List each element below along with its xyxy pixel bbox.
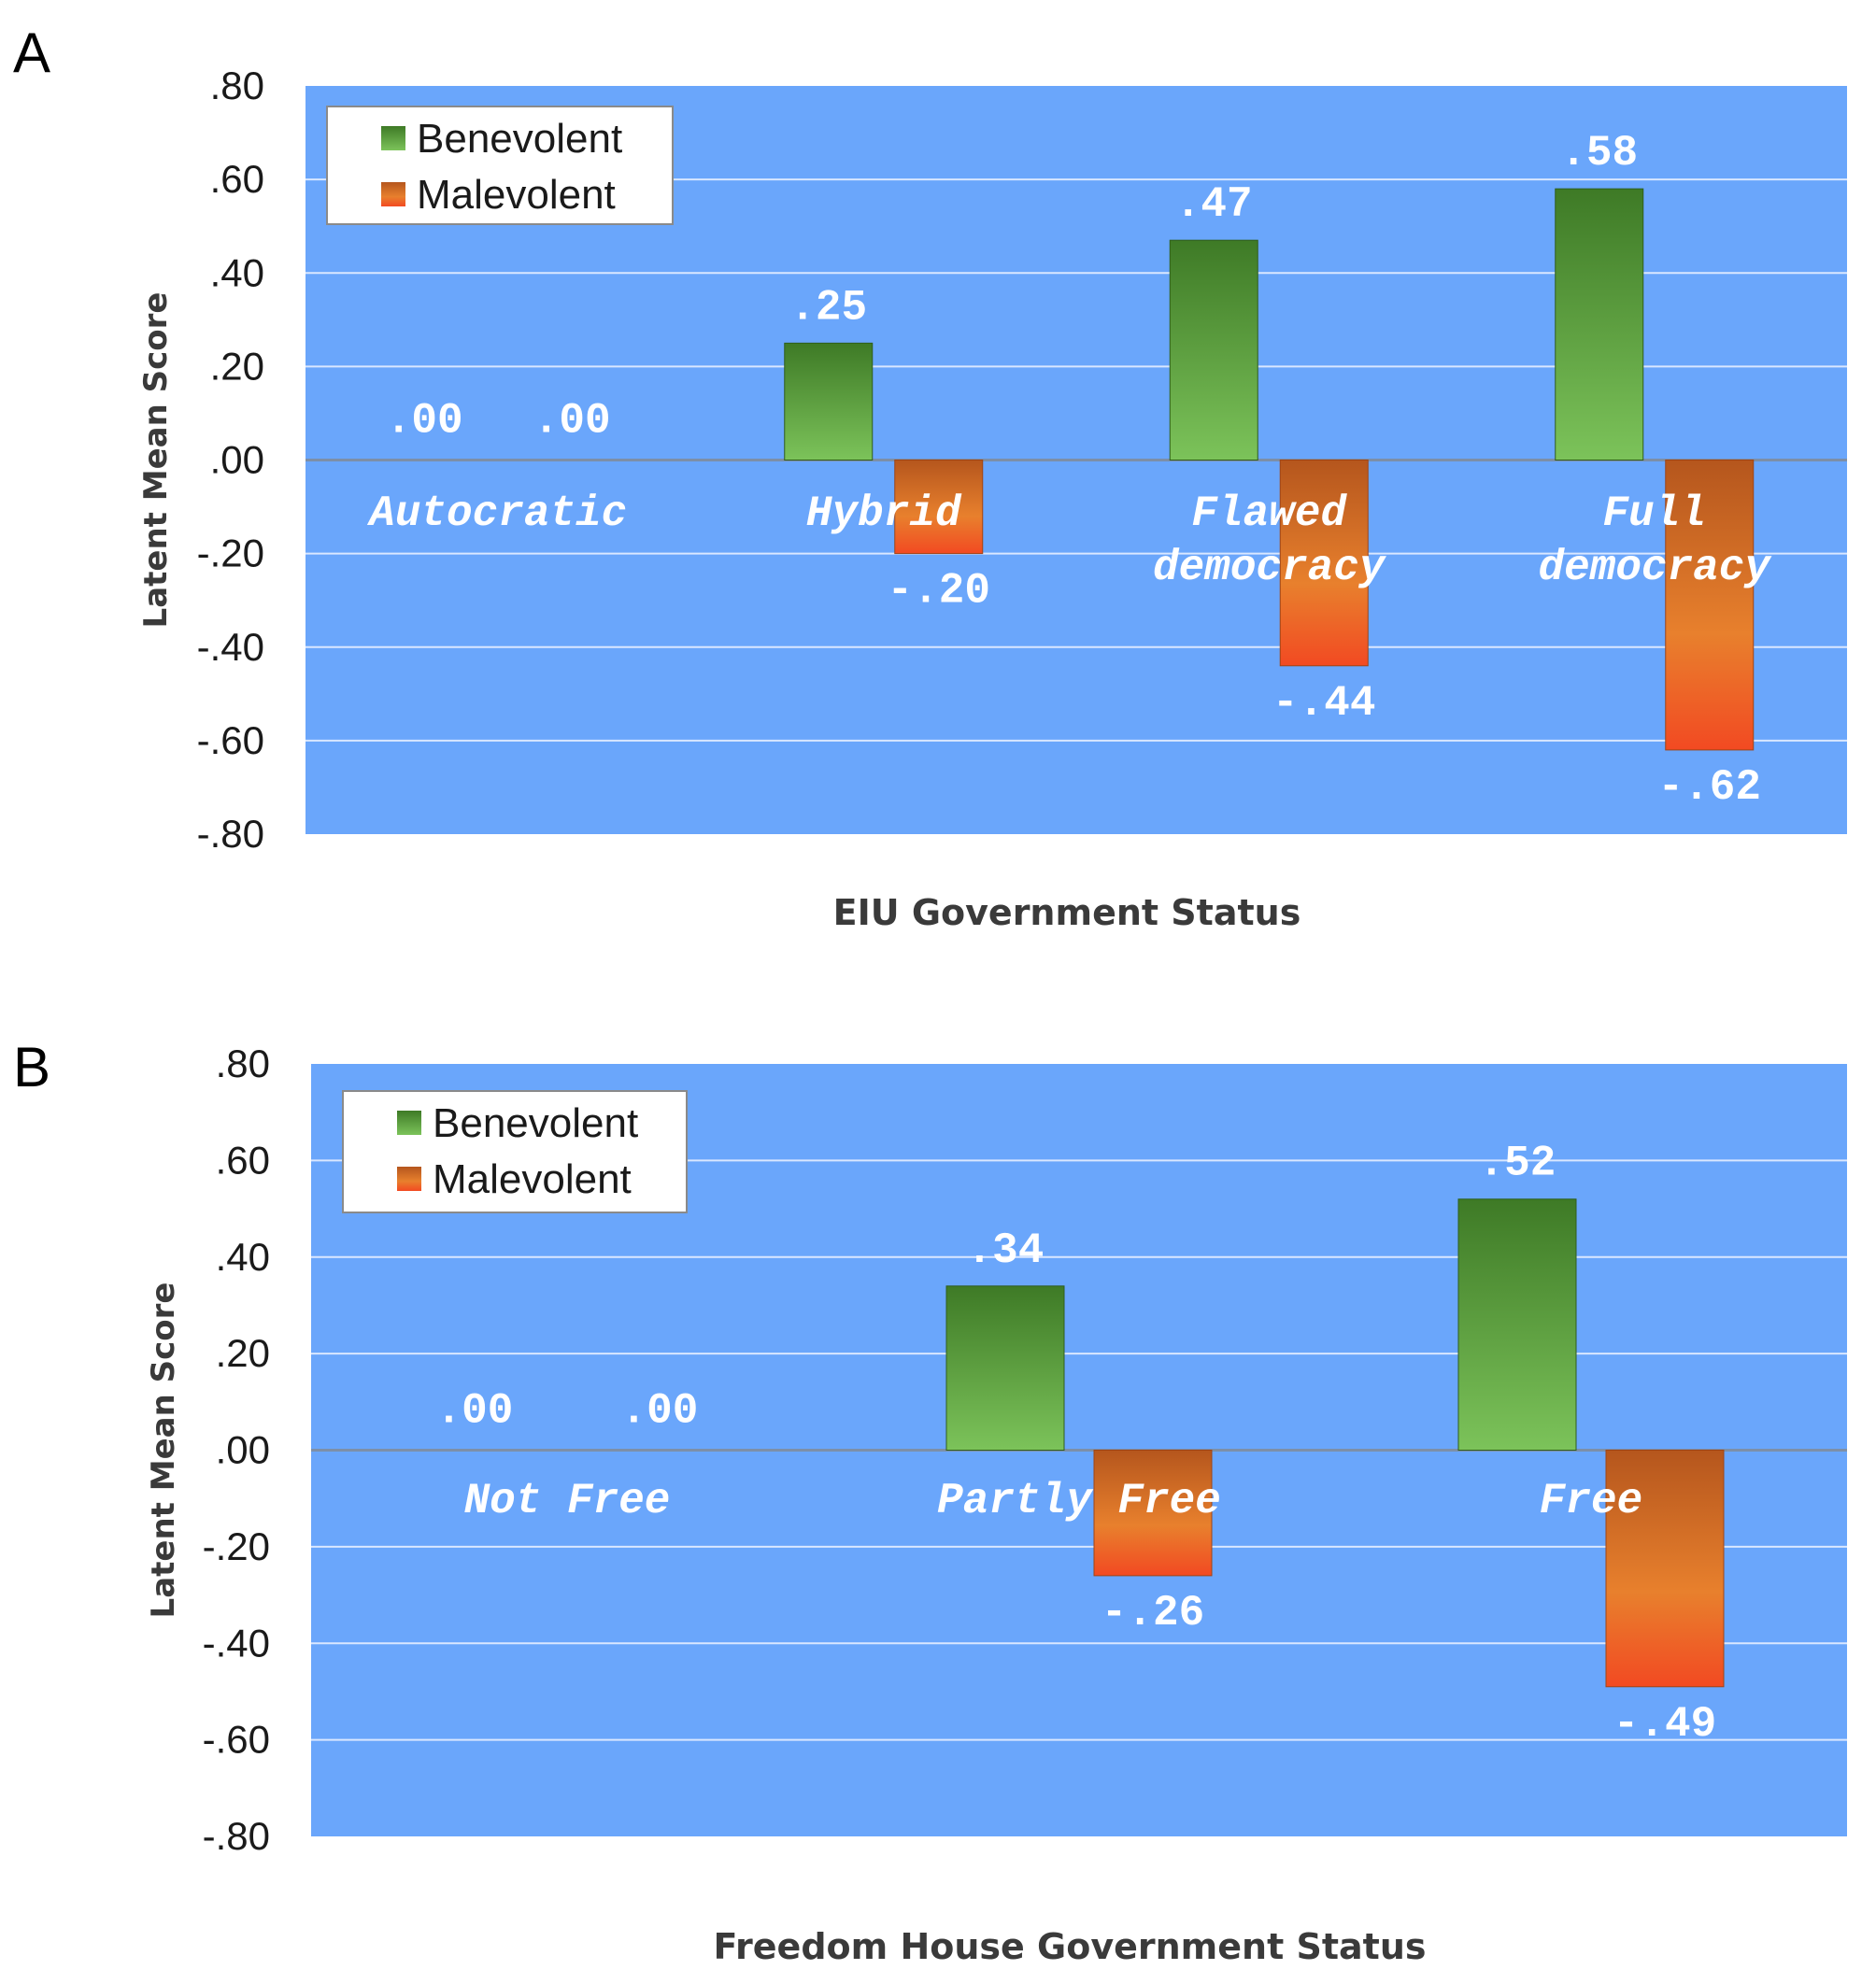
y-tick-label: .00 <box>210 438 264 482</box>
bar-malevolent <box>1665 460 1755 751</box>
y-tick-label: .20 <box>216 1331 270 1375</box>
category-label: democracy <box>1153 544 1387 592</box>
legend: Benevolent Malevolent <box>342 1090 688 1213</box>
chart-b: .80 .60 .40 .20 .00 -.20 -.40 -.60 -.80 .00 .00 Not… <box>145 1042 1847 1967</box>
data-label-benevolent: .34 <box>967 1226 1045 1275</box>
y-tick-label: -.20 <box>203 1524 270 1568</box>
data-label-benevolent: .00 <box>386 397 463 446</box>
panel-b: B .80 .60 .40 .20 .00 -.20 -.40 -.60 -.80 .00 .00 N… <box>0 990 1876 1979</box>
y-axis-label: Latent Mean Score <box>137 292 175 629</box>
data-label-malevolent: -.20 <box>888 567 990 616</box>
y-tick-label: .00 <box>216 1428 270 1472</box>
bar-malevolent <box>1279 460 1369 667</box>
bar-benevolent <box>1169 239 1258 461</box>
y-tick-label: -.60 <box>203 1718 270 1762</box>
legend-swatch-malevolent <box>397 1167 421 1191</box>
y-tick-label: .60 <box>216 1138 270 1182</box>
legend: Benevolent Malevolent <box>326 106 674 225</box>
y-tick-label: .60 <box>210 157 264 201</box>
panel-a: A .80 .60 .40 .20 .00 -.20 -.40 -.60 -.80 .00 .00 A… <box>0 0 1876 962</box>
legend-label-benevolent: Benevolent <box>417 116 622 162</box>
y-tick-label: -.80 <box>197 812 264 856</box>
y-tick-label: -.80 <box>203 1814 270 1858</box>
y-tick-label: -.40 <box>197 625 264 669</box>
bar-benevolent <box>1555 188 1644 461</box>
y-tick-label: -.40 <box>203 1621 270 1665</box>
panel-letter-b: B <box>13 1036 51 1098</box>
y-tick-label: .80 <box>210 64 264 107</box>
category-label: Not Free <box>464 1477 671 1525</box>
category-label: Flawed <box>1191 489 1347 538</box>
category-label: Partly Free <box>937 1477 1221 1525</box>
bar-benevolent <box>945 1285 1065 1452</box>
category-label: Hybrid <box>806 489 962 538</box>
data-label-malevolent: -.49 <box>1613 1700 1716 1749</box>
category-label: Autocratic <box>366 489 627 538</box>
data-label-benevolent: .58 <box>1560 129 1638 177</box>
bar-malevolent <box>894 460 984 555</box>
data-label-malevolent: .00 <box>621 1387 699 1436</box>
data-label-benevolent: .25 <box>789 283 867 332</box>
y-tick-label: .80 <box>216 1042 270 1085</box>
bar-malevolent <box>1605 1450 1725 1688</box>
y-tick-label: .40 <box>216 1235 270 1279</box>
bar-malevolent <box>1093 1450 1213 1577</box>
x-axis-label: Freedom House Government Status <box>714 1926 1427 1967</box>
data-label-malevolent: .00 <box>533 397 611 446</box>
legend-label-malevolent: Malevolent <box>433 1156 632 1202</box>
category-label: Full <box>1603 489 1706 538</box>
data-label-malevolent: -.26 <box>1101 1589 1204 1637</box>
legend-swatch-benevolent <box>381 126 405 150</box>
legend-swatch-benevolent <box>397 1111 421 1135</box>
y-tick-label: .40 <box>210 250 264 294</box>
chart-a: .80 .60 .40 .20 .00 -.20 -.40 -.60 -.80 .00 .00 Aut… <box>137 64 1847 933</box>
category-label: democracy <box>1539 544 1773 592</box>
legend-label-benevolent: Benevolent <box>433 1100 638 1146</box>
y-tick-label: -.20 <box>197 531 264 575</box>
category-label: Free <box>1540 1477 1642 1525</box>
data-label-malevolent: -.62 <box>1658 763 1761 812</box>
y-axis-label: Latent Mean Score <box>145 1283 182 1619</box>
legend-swatch-malevolent <box>381 182 405 206</box>
data-label-benevolent: .00 <box>436 1387 514 1436</box>
panel-letter-a: A <box>13 21 51 84</box>
y-tick-label: .20 <box>210 344 264 388</box>
data-label-benevolent: .47 <box>1175 180 1253 229</box>
y-tick-label: -.60 <box>197 718 264 762</box>
bar-benevolent <box>784 342 874 461</box>
data-label-malevolent: -.44 <box>1272 679 1375 728</box>
bar-benevolent <box>1457 1198 1577 1451</box>
legend-label-malevolent: Malevolent <box>417 172 616 218</box>
data-label-benevolent: .52 <box>1479 1140 1556 1188</box>
x-axis-label: EIU Government Status <box>833 892 1301 933</box>
